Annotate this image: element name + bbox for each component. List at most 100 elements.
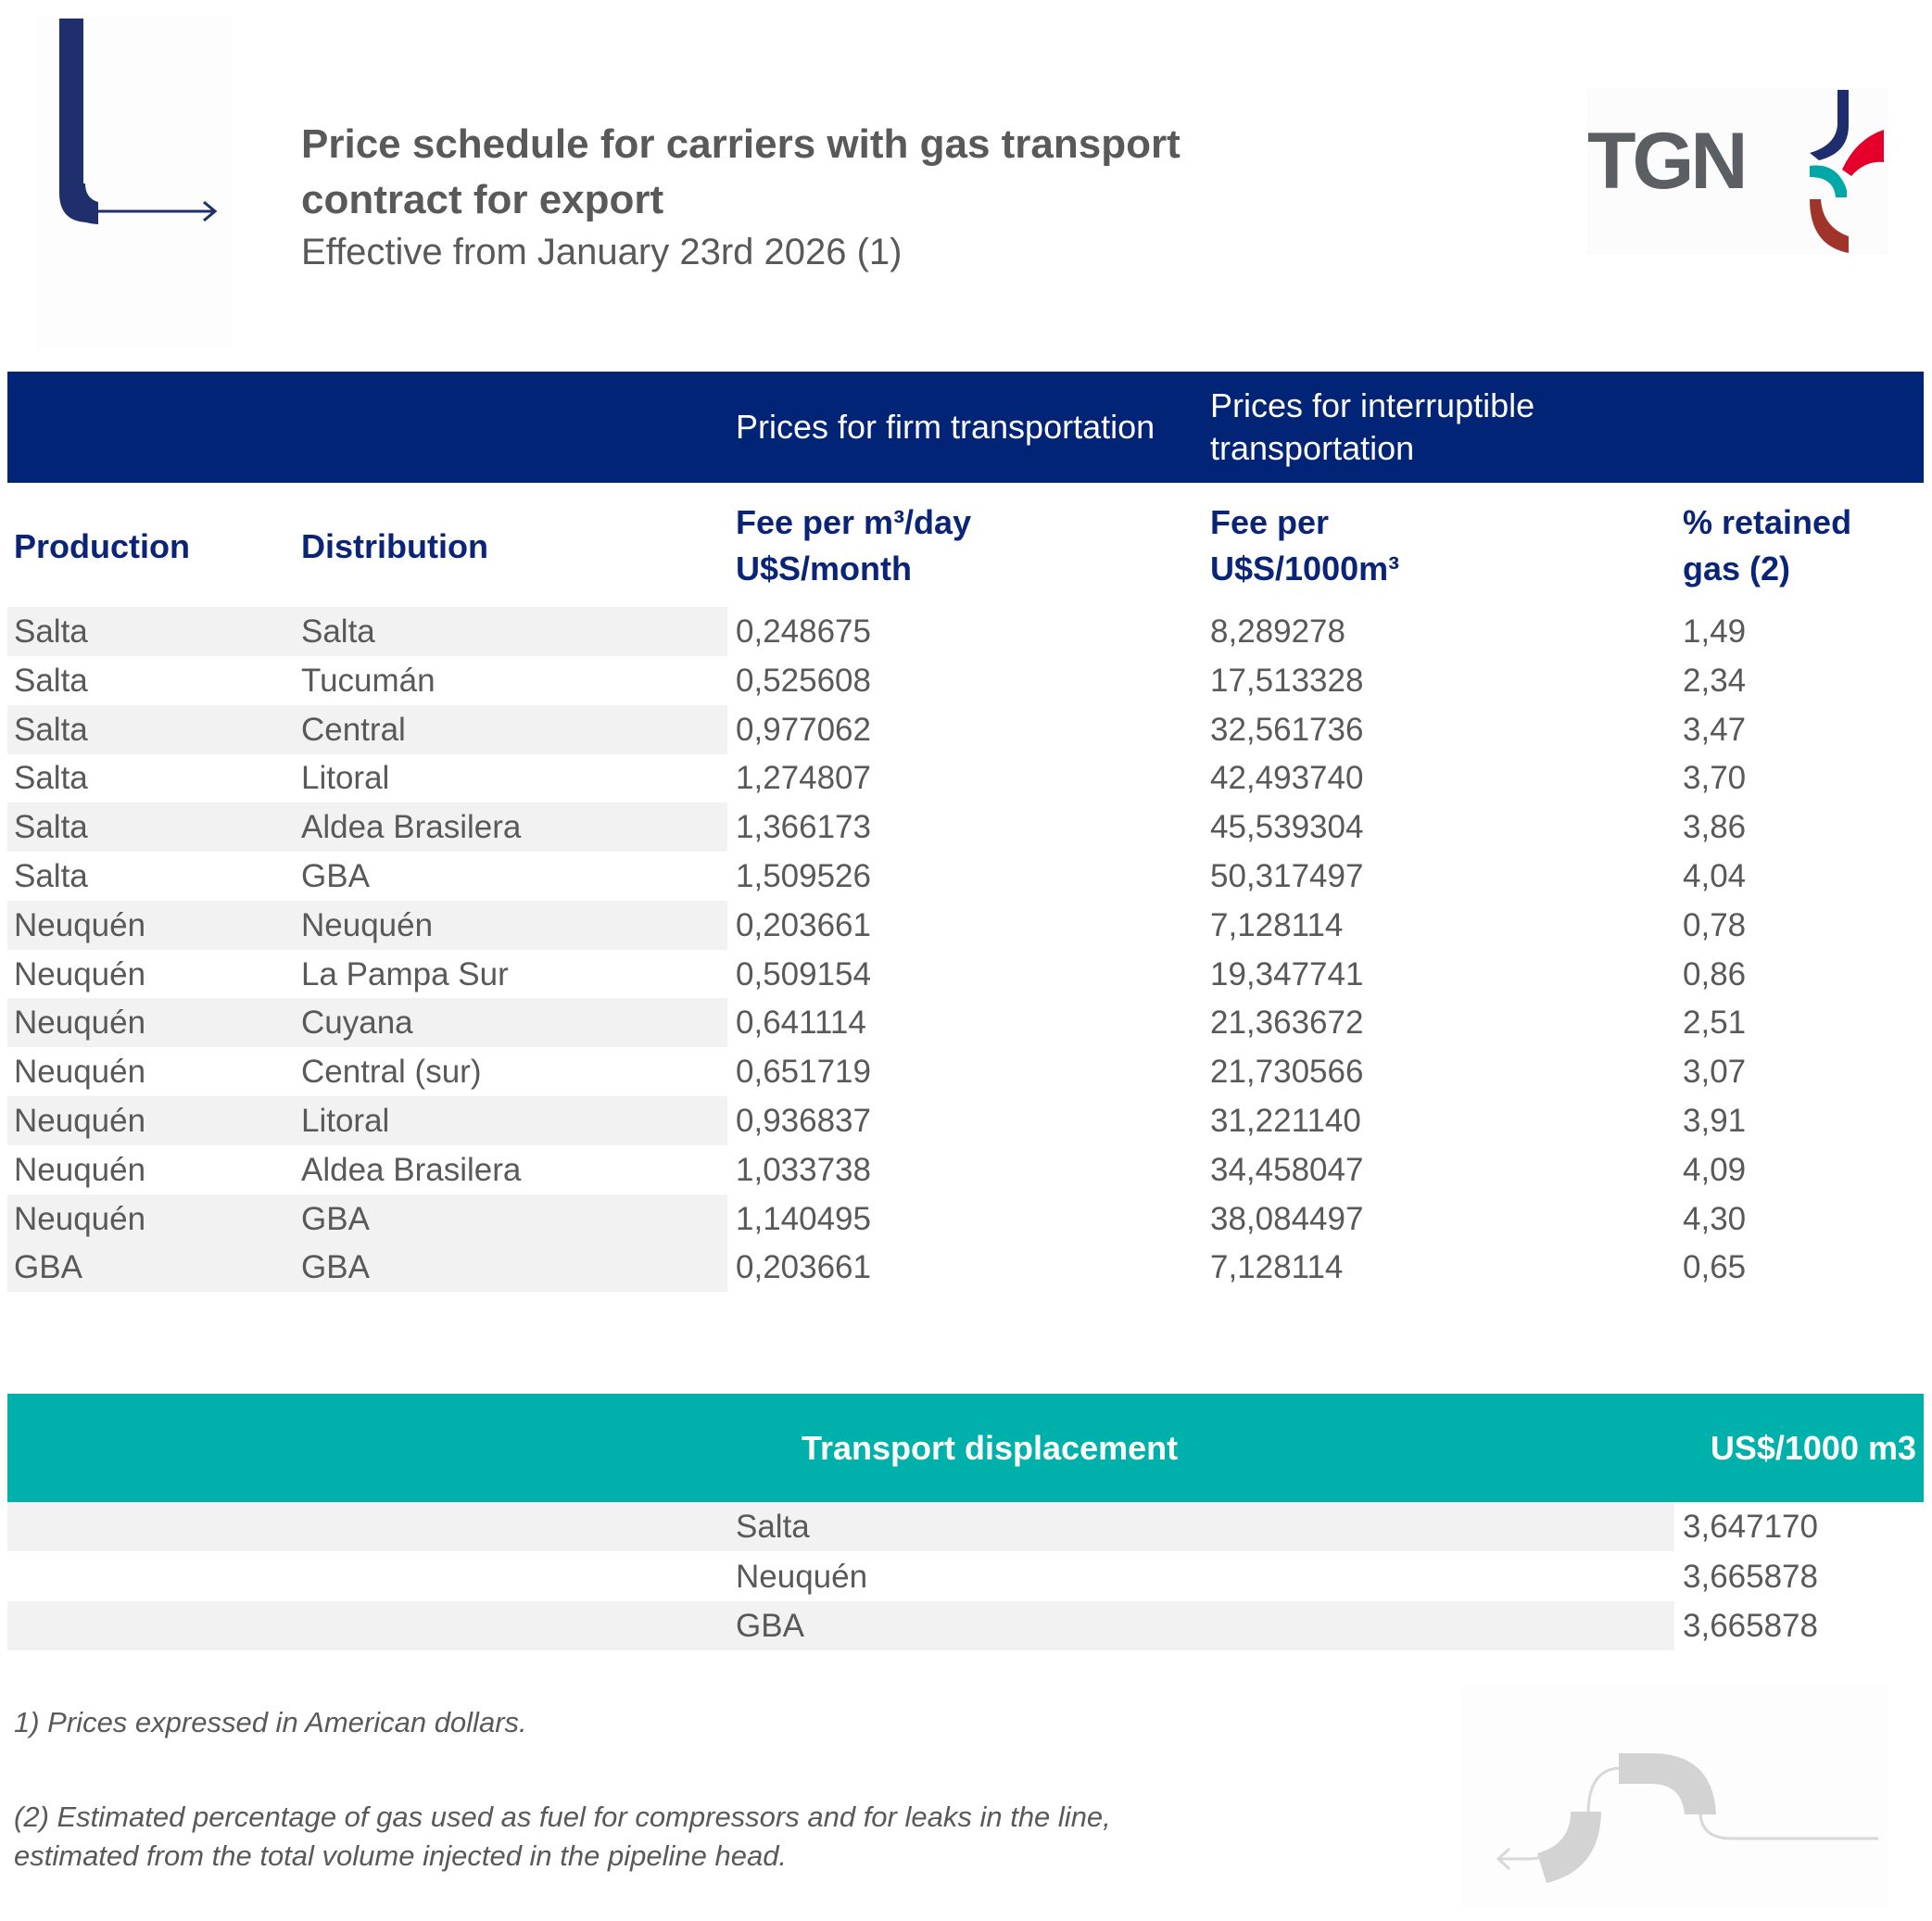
- col-retained-l2: gas (2): [1683, 550, 1791, 588]
- cell-distribution: Neuquén: [301, 906, 434, 943]
- cell-interruptible-fee: 7,128114: [1210, 906, 1344, 943]
- cell-production: Salta: [14, 760, 88, 797]
- table-row: Salta Central 0,977062 32,561736 3,47: [7, 704, 1924, 754]
- col-firm-fee-l1: Fee per m³/day: [736, 503, 972, 541]
- col-retained-l1: % retained: [1683, 503, 1852, 541]
- row-shade: [7, 704, 727, 754]
- row-shade: [7, 1096, 727, 1145]
- col-firm-fee-l2: U$S/month: [736, 550, 913, 588]
- cell-retained-gas: 4,30: [1683, 1200, 1747, 1237]
- cell-distribution: GBA: [301, 1249, 370, 1286]
- cell-distribution: La Pampa Sur: [301, 955, 509, 992]
- cell-firm-fee: 0,525608: [736, 662, 871, 699]
- cell-interruptible-fee: 31,221140: [1210, 1103, 1361, 1139]
- cell-distribution: Tucumán: [301, 662, 436, 699]
- col-interruptible-fee: Fee per U$S/1000m³: [1210, 499, 1399, 592]
- cell-production: Salta: [14, 613, 88, 650]
- cell-distribution: Central: [301, 711, 406, 748]
- table-row: Neuquén Neuquén 0,203661 7,128114 0,78: [7, 900, 1924, 950]
- displacement-title: Transport displacement: [802, 1429, 1179, 1467]
- cell-interruptible-fee: 8,289278: [1210, 613, 1345, 650]
- table-row: Salta Litoral 1,274807 42,493740 3,70: [7, 753, 1924, 803]
- cell-firm-fee: 0,641114: [736, 1005, 866, 1042]
- table-row: Neuquén Central (sur) 0,651719 21,730566 3,0…: [7, 1047, 1924, 1096]
- cell-interruptible-fee: 50,317497: [1210, 858, 1364, 894]
- cell-production: Salta: [14, 711, 88, 748]
- displacement-header: Transport displacement US$/1000 m3: [7, 1394, 1924, 1502]
- row-shade: [7, 1601, 1674, 1650]
- row-shade: [7, 900, 727, 950]
- table-row: Neuquén GBA 1,140495 38,084497 4,30: [7, 1194, 1924, 1244]
- cell-production: Salta: [14, 662, 88, 699]
- col-firm-fee: Fee per m³/day U$S/month: [736, 499, 971, 592]
- displacement-row: GBA 3,665878: [7, 1601, 1924, 1650]
- cell-firm-fee: 0,977062: [736, 711, 871, 748]
- cell-interruptible-fee: 21,730566: [1210, 1054, 1364, 1091]
- cell-firm-fee: 1,033738: [736, 1151, 871, 1188]
- footnote-2: (2) Estimated percentage of gas used as …: [14, 1798, 1111, 1876]
- interruptible-group-header: Prices for interruptible transportation: [1210, 386, 1535, 467]
- cell-origin: GBA: [736, 1608, 804, 1644]
- footnote-1: 1) Prices expressed in American dollars.: [14, 1706, 527, 1738]
- table-row: Neuquén Litoral 0,936837 31,221140 3,91: [7, 1096, 1924, 1145]
- cell-distribution: GBA: [301, 858, 370, 894]
- cell-interruptible-fee: 7,128114: [1210, 1249, 1344, 1286]
- table-row: Salta Tucumán 0,525608 17,513328 2,34: [7, 656, 1924, 705]
- cell-distribution: Aldea Brasilera: [301, 809, 522, 846]
- cell-retained-gas: 3,86: [1683, 809, 1747, 846]
- cell-origin: Neuquén: [736, 1558, 868, 1595]
- cell-interruptible-fee: 21,363672: [1210, 1005, 1364, 1042]
- cell-retained-gas: 3,07: [1683, 1054, 1747, 1091]
- row-shade: [7, 1194, 727, 1244]
- cell-distribution: Litoral: [301, 1103, 390, 1139]
- table-row: Neuquén Cuyana 0,641114 21,363672 2,51: [7, 998, 1924, 1048]
- cell-firm-fee: 0,936837: [736, 1103, 871, 1139]
- col-production: Production: [14, 527, 190, 565]
- cell-firm-fee: 0,203661: [736, 906, 871, 943]
- cell-production: Neuquén: [14, 1054, 146, 1091]
- footnote-2-line2: estimated from the total volume injected…: [14, 1839, 788, 1872]
- row-shade: [7, 998, 727, 1048]
- cell-firm-fee: 1,140495: [736, 1200, 871, 1237]
- displacement-row: Neuquén 3,665878: [7, 1552, 1924, 1601]
- cell-production: Neuquén: [14, 1200, 146, 1237]
- cell-distribution: Central (sur): [301, 1054, 482, 1091]
- cell-firm-fee: 1,366173: [736, 809, 871, 846]
- table-row: Salta Aldea Brasilera 1,366173 45,539304 3,8…: [7, 803, 1924, 853]
- cell-interruptible-fee: 45,539304: [1210, 809, 1364, 846]
- cell-distribution: Litoral: [301, 760, 390, 797]
- cell-retained-gas: 3,47: [1683, 711, 1747, 748]
- cell-firm-fee: 1,509526: [736, 858, 871, 894]
- cell-production: Salta: [14, 858, 88, 894]
- cell-retained-gas: 2,34: [1683, 662, 1747, 699]
- cell-origin: Salta: [736, 1509, 810, 1545]
- cell-distribution: GBA: [301, 1200, 370, 1237]
- cell-retained-gas: 2,51: [1683, 1005, 1747, 1042]
- displacement-row: Salta 3,647170: [7, 1502, 1924, 1551]
- cell-production: Neuquén: [14, 1151, 146, 1188]
- table-row: Neuquén Aldea Brasilera 1,033738 34,458047 4…: [7, 1145, 1924, 1194]
- row-shade: [7, 803, 727, 853]
- cell-firm-fee: 0,651719: [736, 1054, 871, 1091]
- cell-interruptible-fee: 42,493740: [1210, 760, 1364, 797]
- page-title: Price schedule for carriers with gas tra…: [301, 121, 1181, 167]
- cell-production: Neuquén: [14, 955, 146, 992]
- cell-production: Neuquén: [14, 1005, 146, 1042]
- cell-interruptible-fee: 17,513328: [1210, 662, 1364, 699]
- tgn-logo: TGN: [1587, 88, 1888, 255]
- cell-interruptible-fee: 38,084497: [1210, 1200, 1364, 1237]
- col-retained-gas: % retained gas (2): [1683, 499, 1851, 592]
- table-row: Neuquén La Pampa Sur 0,509154 19,347741 0,86: [7, 950, 1924, 999]
- effective-date: Effective from January 23rd 2026 (1): [301, 232, 903, 272]
- row-shade: [7, 1502, 1674, 1551]
- page-title-line2: contract for export: [301, 177, 664, 222]
- cell-production: Neuquén: [14, 1103, 146, 1139]
- cell-production: Salta: [14, 809, 88, 846]
- table-row: GBA GBA 0,203661 7,128114 0,65: [7, 1243, 1924, 1293]
- cell-price: 3,647170: [1683, 1509, 1818, 1545]
- cell-retained-gas: 0,86: [1683, 955, 1747, 992]
- cell-retained-gas: 1,49: [1683, 613, 1747, 650]
- cell-retained-gas: 3,70: [1683, 760, 1747, 797]
- cell-price: 3,665878: [1683, 1608, 1818, 1644]
- cell-production: GBA: [14, 1249, 82, 1286]
